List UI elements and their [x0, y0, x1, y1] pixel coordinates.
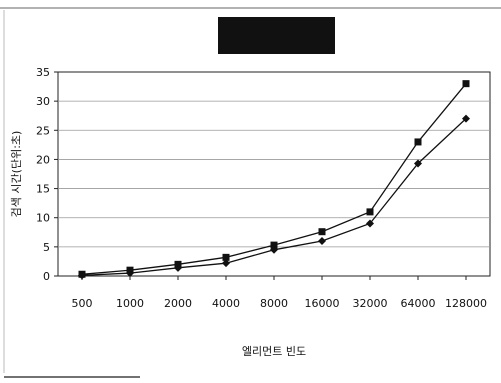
- data-point-diamond: [78, 271, 86, 280]
- data-point-square: [318, 228, 326, 236]
- y-tick-label: 25: [36, 124, 50, 137]
- x-tick-label: 4000: [212, 297, 240, 310]
- x-axis-ticks: 500 1000 2000 4000 8000 16000 32000 64000 128000: [72, 276, 487, 310]
- x-axis-title: 엘리먼트 빈도: [242, 345, 306, 358]
- data-point-square: [222, 253, 230, 261]
- y-tick-label: 30: [36, 95, 50, 108]
- x-tick-label: 8000: [260, 297, 288, 310]
- x-tick-label: 16000: [305, 297, 340, 310]
- data-point-diamond: [174, 263, 182, 272]
- data-point-diamond: [222, 259, 230, 268]
- data-point-square: [414, 138, 422, 146]
- y-tick-label: 15: [36, 183, 50, 196]
- series-markers: [78, 80, 470, 280]
- data-point-square: [462, 80, 470, 88]
- data-point-diamond: [462, 114, 470, 123]
- y-tick-label: 20: [36, 153, 50, 166]
- y-tick-label: 10: [36, 212, 50, 225]
- title-box: [218, 17, 335, 54]
- data-point-diamond: [366, 219, 374, 228]
- data-point-diamond: [126, 269, 134, 278]
- x-tick-label: 500: [72, 297, 93, 310]
- y-tick-label: 5: [43, 241, 50, 254]
- data-point-diamond: [318, 237, 326, 246]
- x-tick-label: 2000: [164, 297, 192, 310]
- x-tick-label: 128000: [445, 297, 487, 310]
- y-tick-label: 0: [43, 270, 50, 283]
- y-axis-title: 검색 시간(단위:초): [10, 131, 23, 218]
- data-point-diamond: [270, 245, 278, 254]
- y-tick-label: 35: [36, 66, 50, 79]
- data-point-diamond: [414, 159, 422, 168]
- grid: [58, 100, 490, 248]
- data-point-square: [366, 208, 374, 216]
- y-axis-ticks: 0 5 10 15 20 25 30 35: [36, 66, 58, 283]
- x-tick-label: 32000: [353, 297, 388, 310]
- data-point-square: [270, 241, 278, 249]
- x-tick-label: 1000: [116, 297, 144, 310]
- x-tick-label: 64000: [401, 297, 436, 310]
